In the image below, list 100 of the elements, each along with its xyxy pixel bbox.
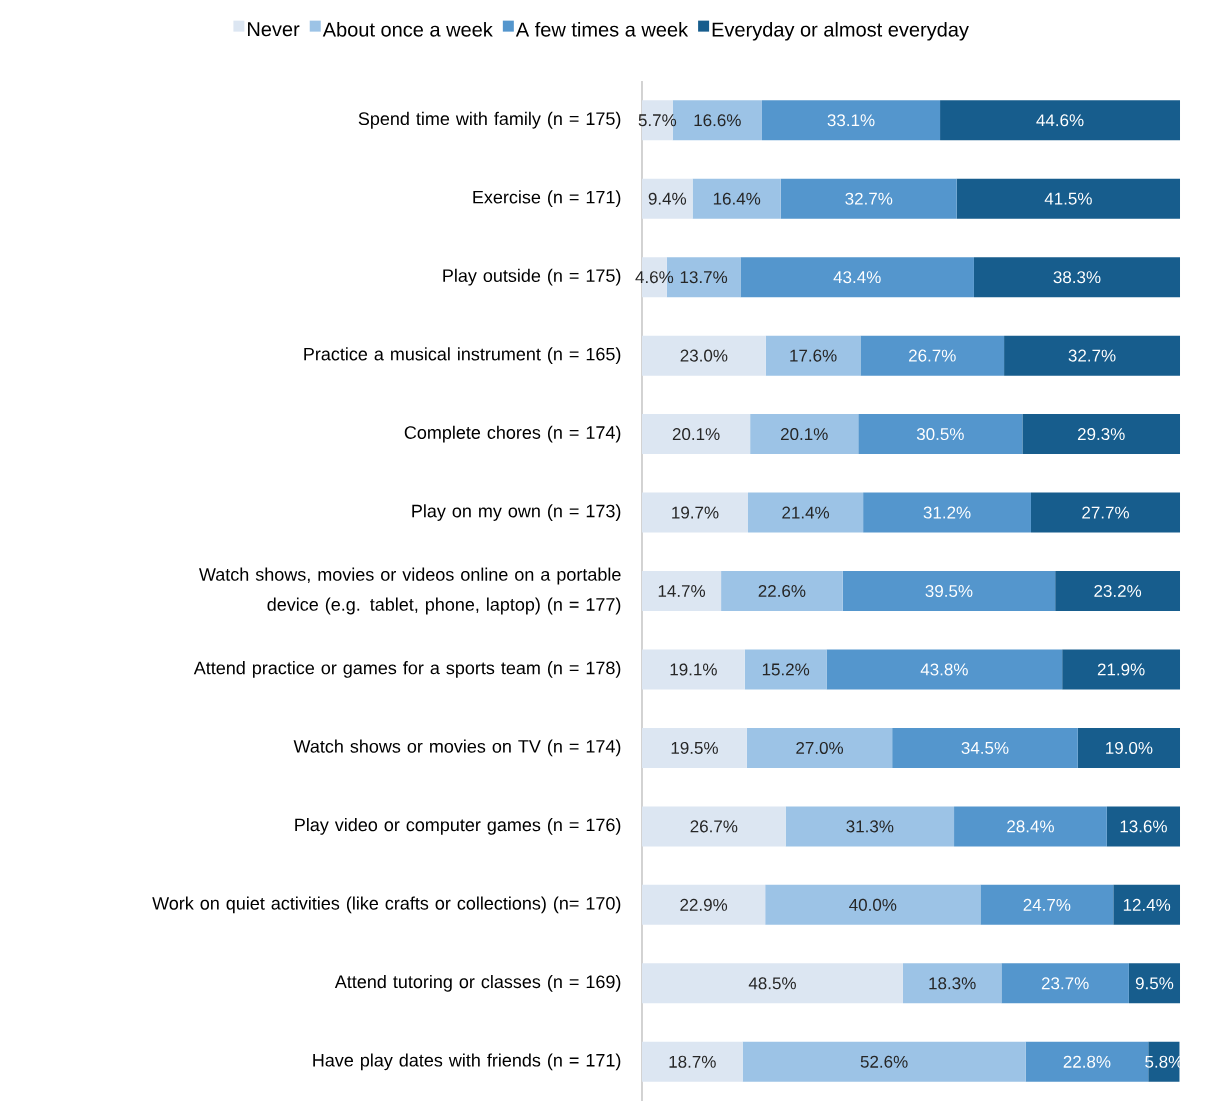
bar [858,414,1023,455]
y-tick-label: Exercise (n = 171) [473,190,621,208]
data-label: 52.6% [860,1055,908,1068]
bar [642,178,693,219]
data-label: 28.4% [1007,820,1054,833]
bar [940,100,1181,141]
data-label: 30.5% [916,428,964,441]
bar [642,649,745,690]
bar [721,571,843,612]
bar [642,806,786,847]
data-label: 9.4% [648,192,687,205]
data-label: 39.5% [925,584,973,598]
data-label: 34.5% [961,741,1009,754]
data-label: 19.7% [672,506,719,519]
y-tick-label: Play outside (n = 175) [443,268,621,286]
bar [642,414,751,455]
bar [1077,727,1181,768]
bar [742,1041,1026,1082]
legend-label: Everyday or almost everyday [712,21,969,41]
data-label: 15.2% [762,663,810,676]
y-tick-label: Attend tutoring or classes (n = 169) [334,974,621,992]
y-tick-label: Watch shows, movies or videos online on a portable device (e.g. tablet, phone, laptop) (n = 177) [199,567,621,615]
data-label: 19.1% [670,663,717,676]
data-label: 14.7% [658,585,706,597]
data-label: 17.6% [790,349,837,362]
data-label: 29.3% [1077,428,1125,441]
data-label: 12.4% [1123,898,1171,911]
y-tick-label: Play video or computer games (n = 176) [295,818,621,835]
bar [746,727,893,768]
data-label: 43.8% [920,663,968,676]
bar [1128,963,1181,1004]
bar [826,649,1063,690]
bar [1113,884,1181,925]
bar [860,335,1005,376]
bar [642,492,748,533]
bar [1001,963,1129,1004]
data-label: 31.3% [846,820,894,833]
y-tick-label: Attend practice or games for a sports team (n = 178) [193,661,621,678]
data-label: 43.4% [833,271,881,284]
bar [1030,492,1181,533]
bar [863,492,1031,533]
data-label: 16.4% [713,192,761,205]
bar [765,884,981,925]
data-label: 18.3% [929,977,976,990]
bar [747,492,864,533]
data-label: 26.7% [909,349,956,362]
data-label: 9.5% [1135,977,1174,990]
data-label: 32.7% [845,192,893,205]
bar [902,963,1002,1004]
data-label: 41.5% [1044,192,1092,205]
data-label: 27.0% [796,741,844,754]
data-label: 23.2% [1094,584,1142,598]
legend-label: About once a week [322,21,493,37]
data-label: 21.4% [782,506,830,519]
bar [642,884,766,925]
bar [744,649,827,690]
data-label: 19.5% [671,741,718,754]
data-label: 32.7% [1068,349,1116,362]
data-label: 24.7% [1023,898,1071,911]
y-tick-label: Spend time with family (n = 175) [358,111,621,129]
bar [642,571,722,612]
bar [973,257,1181,298]
bar [642,335,766,376]
data-label: 22.6% [758,584,806,598]
data-label: 40.0% [849,898,897,911]
bar [642,727,747,768]
data-label: 22.8% [1063,1055,1111,1068]
bar [1004,335,1181,376]
data-label: 26.7% [690,820,738,833]
bar [692,178,781,219]
data-label: 23.0% [680,349,728,362]
data-label: 27.7% [1082,506,1129,519]
y-tick-label: Work on quiet activities (like crafts or collections) (n= 170) [152,896,621,914]
bar [954,806,1107,847]
data-label: 4.6% [635,271,674,284]
data-label: 33.1% [827,114,875,127]
data-label: 38.3% [1053,271,1101,284]
data-label: 31.2% [923,506,971,519]
bar [892,727,1078,768]
data-label: 22.9% [680,898,728,911]
y-tick-label: Watch shows or movies on TV (n = 174) [293,739,621,757]
y-tick-label: Have play dates with friends (n = 171) [313,1053,621,1071]
data-label: 20.1% [672,428,720,441]
data-label: 21.9% [1097,663,1145,676]
legend-label: Never [248,22,300,37]
y-tick-label: Complete chores (n = 174) [404,425,621,443]
bar [642,1041,743,1082]
bar [740,257,974,298]
data-label: 18.7% [669,1055,716,1068]
bar [1106,806,1181,847]
bar [780,178,957,219]
bar [1022,414,1181,455]
bar [980,884,1114,925]
data-label: 48.5% [748,977,796,990]
data-label: 13.6% [1120,820,1167,833]
data-label: 13.7% [680,271,728,284]
data-label: 5.7% [638,114,677,127]
data-label: 23.7% [1041,977,1089,990]
y-tick-label: Play on my own (n = 173) [412,504,621,521]
data-label: 16.6% [694,114,741,127]
